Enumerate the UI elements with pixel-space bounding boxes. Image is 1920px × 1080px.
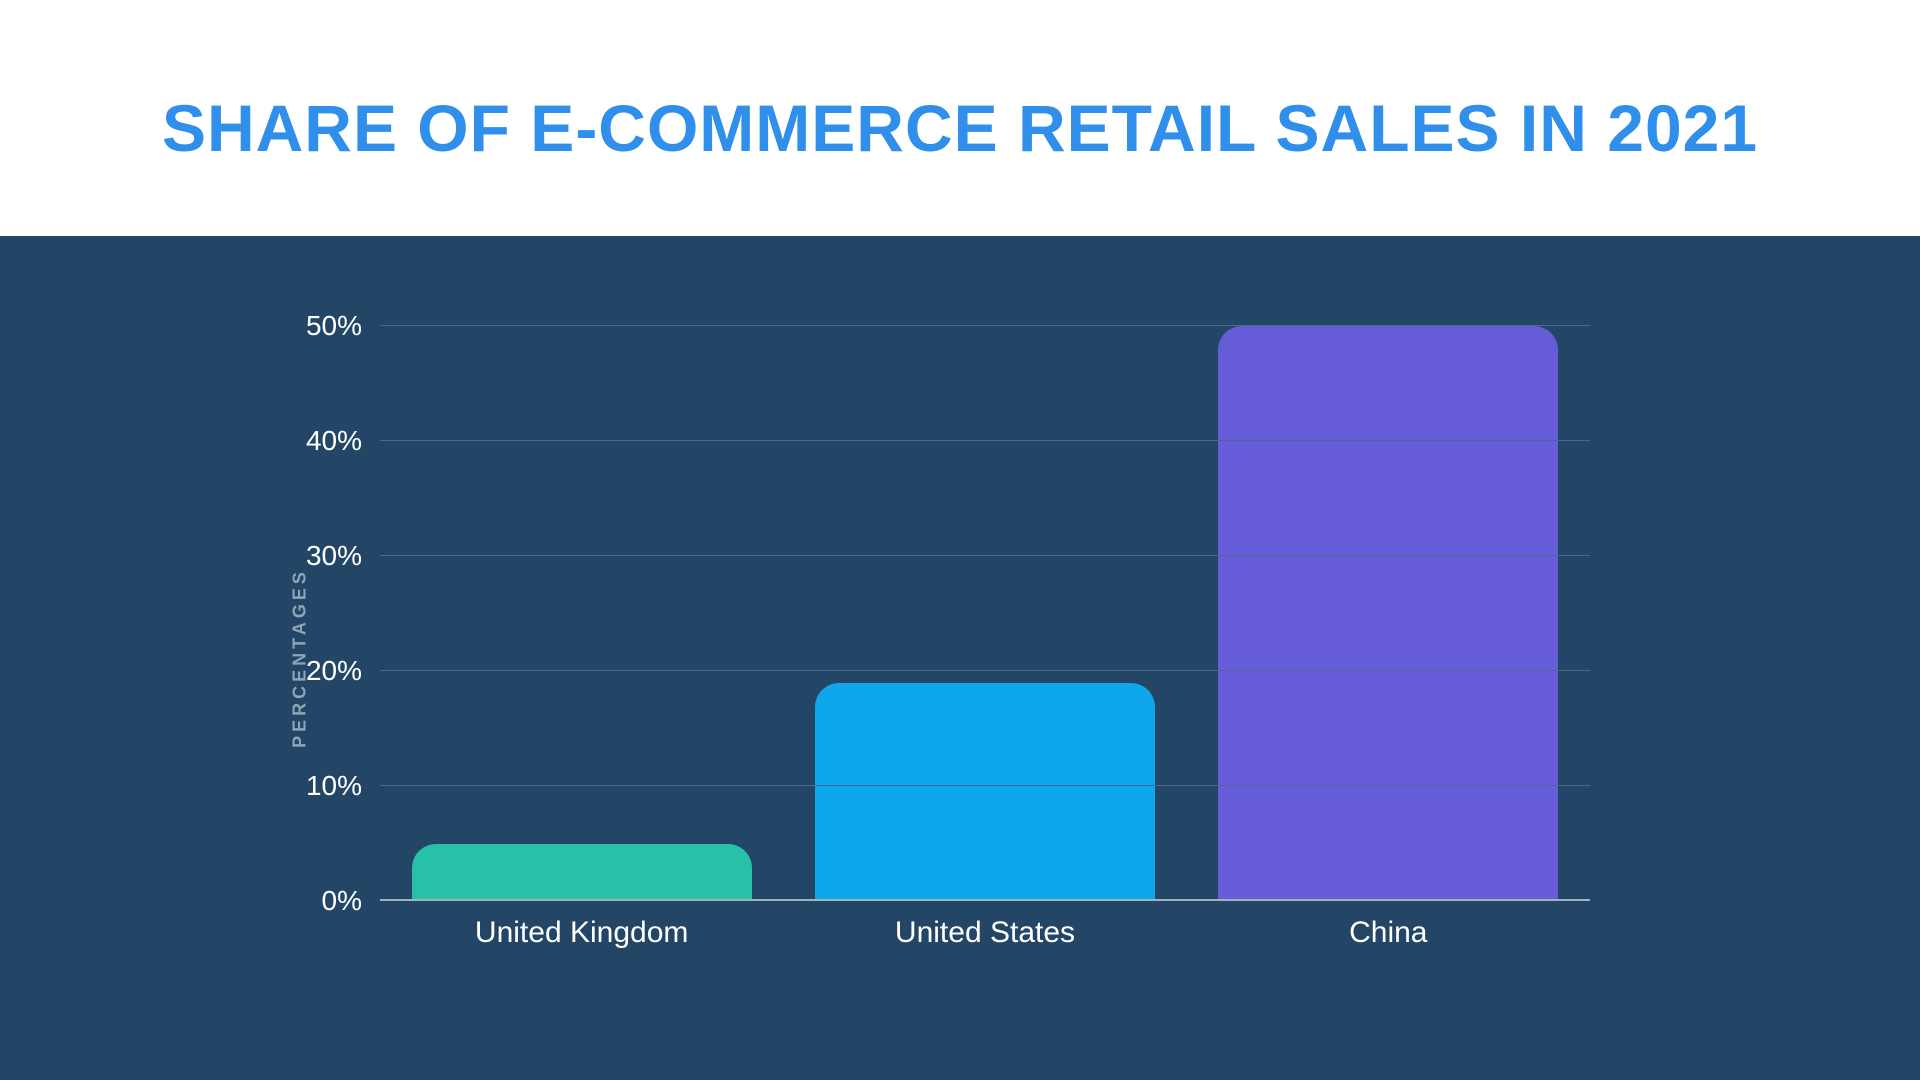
plot-area: 0%10%20%30%40%50% (380, 326, 1590, 901)
x-axis-label: China (1218, 916, 1558, 950)
bar (815, 683, 1155, 902)
x-axis-label: United States (815, 916, 1155, 950)
y-tick-label: 40% (306, 425, 362, 457)
chart-panel: PERCENTAGES 0%10%20%30%40%50% United Kin… (0, 236, 1920, 1080)
bar (1218, 326, 1558, 901)
chart-title: Share of E-Commerce Retail Sales in 2021 (0, 90, 1920, 166)
gridline (380, 670, 1590, 671)
y-tick-label: 30% (306, 540, 362, 572)
bar (412, 844, 752, 902)
header: Share of E-Commerce Retail Sales in 2021 (0, 0, 1920, 236)
gridline (380, 785, 1590, 786)
x-axis-baseline (380, 899, 1590, 901)
y-tick-label: 20% (306, 655, 362, 687)
gridline (380, 325, 1590, 326)
page: Share of E-Commerce Retail Sales in 2021… (0, 0, 1920, 1080)
y-tick-label: 50% (306, 310, 362, 342)
gridline (380, 440, 1590, 441)
y-tick-label: 0% (322, 885, 362, 917)
gridline (380, 555, 1590, 556)
chart-inner: PERCENTAGES 0%10%20%30%40%50% United Kin… (0, 236, 1920, 1080)
x-axis-label: United Kingdom (412, 916, 752, 950)
bars-container (380, 326, 1590, 901)
y-tick-label: 10% (306, 770, 362, 802)
x-axis-labels: United Kingdom United States China (380, 916, 1590, 950)
